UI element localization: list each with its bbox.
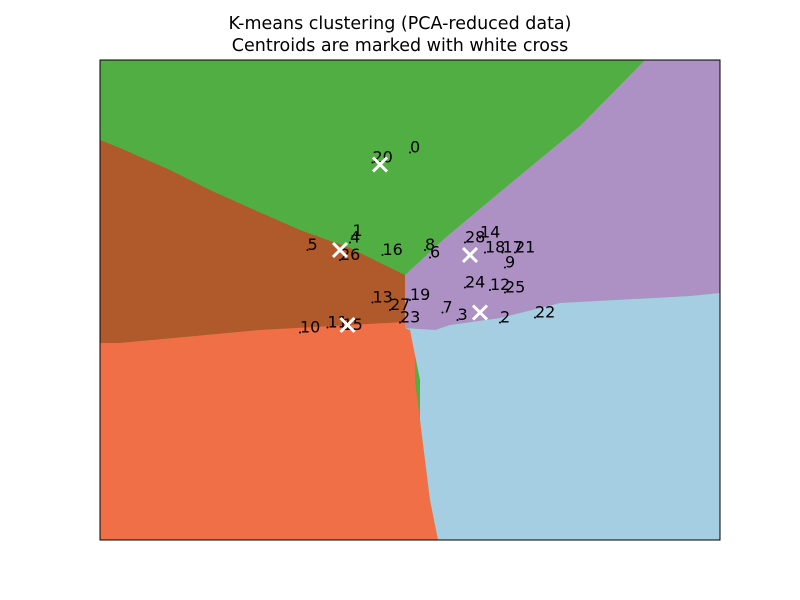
- point-label: 21: [515, 238, 535, 257]
- data-point: [409, 151, 411, 154]
- centroid-cross: [471, 304, 489, 321]
- chart-title: K-means clustering (PCA-reduced data): [228, 14, 572, 34]
- point-label: 13: [373, 288, 393, 307]
- point-label: 11: [328, 313, 348, 332]
- point-label: 19: [410, 285, 430, 304]
- point-label: 25: [505, 278, 525, 297]
- data-point: [326, 326, 329, 329]
- data-point: [351, 235, 354, 237]
- point-label: 24: [465, 273, 485, 292]
- data-point: [339, 259, 341, 261]
- data-point: [441, 311, 444, 314]
- chart-subtitle: Centroids are marked with white cross: [231, 36, 569, 56]
- point-label: 10: [300, 318, 320, 337]
- data-point: [389, 309, 391, 311]
- region-lightblue: [405, 293, 720, 540]
- region-brown: [100, 140, 405, 343]
- decision-regions: [100, 60, 720, 540]
- point-label: 4: [350, 228, 360, 247]
- point-label: 16: [383, 240, 403, 259]
- centroid-cross: [371, 156, 389, 173]
- data-point: [514, 251, 516, 254]
- axes-frame: [99, 59, 721, 541]
- point-label: 9: [505, 253, 515, 272]
- point-label: 1: [353, 221, 363, 240]
- data-point: [429, 256, 431, 259]
- point-label: 28: [465, 228, 485, 247]
- point-label: 5: [308, 235, 318, 254]
- point-label: 23: [400, 308, 420, 327]
- data-point: [499, 321, 501, 324]
- data-point: [534, 316, 536, 319]
- centroid-cross: [461, 246, 479, 264]
- point-label: 12: [490, 275, 510, 294]
- point-label: 0: [410, 138, 420, 157]
- data-point: [479, 236, 481, 239]
- data-point: [504, 291, 506, 294]
- data-point: [306, 249, 309, 251]
- centroid-markers: [331, 156, 489, 334]
- data-point: [484, 251, 486, 254]
- data-point: [464, 286, 466, 289]
- point-label: 18: [485, 238, 505, 257]
- data-point: [371, 301, 374, 304]
- point-label: 17: [503, 238, 523, 257]
- data-point: [464, 241, 466, 244]
- point-label: 2: [500, 308, 510, 327]
- data-point: [381, 254, 384, 256]
- region-orange: [100, 322, 438, 540]
- data-point: [456, 319, 459, 321]
- point-label: 8: [425, 235, 435, 254]
- data-point: [489, 289, 491, 291]
- point-label: 15: [343, 315, 363, 334]
- data-point: [371, 161, 374, 164]
- data-point: [504, 266, 506, 269]
- centroid-cross: [331, 241, 349, 259]
- point-label: 26: [340, 245, 360, 264]
- point-label: 27: [390, 295, 410, 314]
- data-point: [424, 249, 426, 251]
- point-label: 14: [480, 223, 500, 242]
- data-point: [409, 299, 411, 301]
- data-point: [399, 321, 401, 324]
- data-point: [299, 331, 301, 334]
- point-label: 22: [535, 303, 555, 322]
- centroid-cross: [339, 316, 356, 334]
- point-label: 6: [430, 243, 440, 262]
- region-purple: [405, 60, 720, 330]
- data-point: [501, 251, 504, 254]
- data-point: [349, 241, 351, 244]
- point-label: 7: [443, 298, 453, 317]
- point-label: 3: [458, 305, 468, 324]
